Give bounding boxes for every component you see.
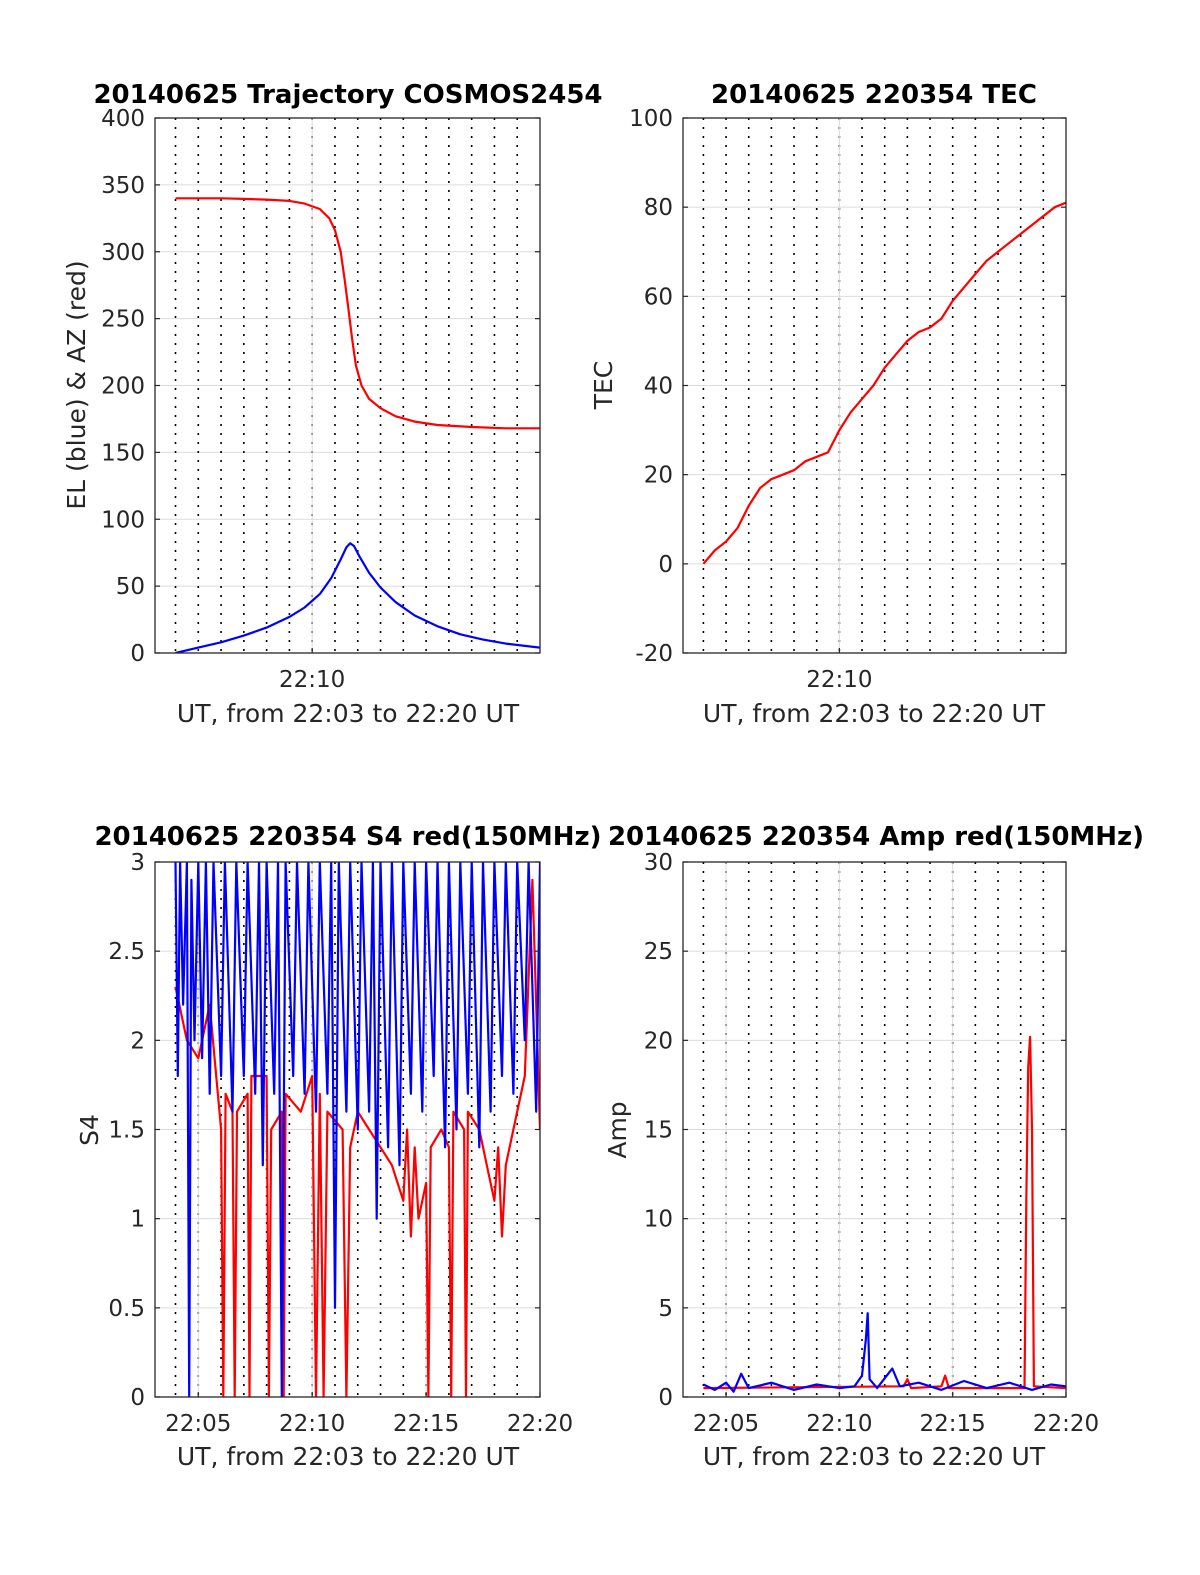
y-tick-label: 0 <box>658 552 673 578</box>
chart-title: 20140625 Trajectory COSMOS2454 <box>93 80 602 110</box>
y-tick-label: 25 <box>644 939 673 965</box>
y-tick-label: 100 <box>629 106 673 132</box>
y-axis-label: Amp <box>603 1101 632 1158</box>
x-tick-label: 22:15 <box>393 1411 459 1437</box>
y-tick-label: 30 <box>644 850 673 876</box>
x-tick-label: 22:05 <box>693 1411 759 1437</box>
y-tick-label: 2 <box>130 1028 145 1054</box>
y-tick-label: 20 <box>644 1028 673 1054</box>
x-axis-label: UT, from 22:03 to 22:20 UT <box>703 699 1046 728</box>
x-tick-label: 22:10 <box>806 1411 872 1437</box>
y-tick-label: 0 <box>658 1385 673 1411</box>
series-line-1 <box>702 1312 1066 1393</box>
y-tick-label: 10 <box>644 1207 673 1233</box>
y-tick-label: 300 <box>101 240 145 266</box>
y-tick-label: -20 <box>635 641 673 667</box>
y-tick-label: 40 <box>644 374 673 400</box>
x-axis-label: UT, from 22:03 to 22:20 UT <box>703 1442 1046 1471</box>
y-tick-label: 50 <box>116 574 145 600</box>
series-line-0 <box>175 197 540 430</box>
y-tick-label: 250 <box>101 307 145 333</box>
x-tick-label: 22:20 <box>507 1411 573 1437</box>
x-tick-label: 22:15 <box>920 1411 986 1437</box>
chart-trajectory: 20140625 Trajectory COSMOS2454 UT, from … <box>62 80 603 728</box>
y-tick-label: 350 <box>101 173 145 199</box>
y-tick-label: 20 <box>644 463 673 489</box>
chart-title: 20140625 220354 S4 red(150MHz) <box>94 822 601 852</box>
y-tick-label: 60 <box>644 284 673 310</box>
y-tick-label: 200 <box>101 374 145 400</box>
chart-title: 20140625 220354 Amp red(150MHz) <box>608 822 1144 852</box>
y-tick-label: 100 <box>101 507 145 533</box>
chart-title: 20140625 220354 TEC <box>711 80 1037 110</box>
y-tick-label: 5 <box>658 1296 673 1322</box>
chart-s4: 20140625 220354 S4 red(150MHz) UT, from … <box>75 822 602 1471</box>
series-line-0 <box>702 201 1066 565</box>
y-tick-label: 1.5 <box>108 1118 145 1144</box>
y-axis-label: S4 <box>75 1114 104 1146</box>
y-tick-label: 0.5 <box>108 1296 145 1322</box>
y-tick-label: 2.5 <box>108 939 145 965</box>
y-tick-label: 15 <box>644 1118 673 1144</box>
chart-tec: 20140625 220354 TEC UT, from 22:03 to 22… <box>589 80 1067 728</box>
x-tick-label: 22:05 <box>165 1411 231 1437</box>
series-line-1 <box>175 542 540 653</box>
x-tick-label: 22:10 <box>806 667 872 693</box>
y-tick-label: 0 <box>130 1385 145 1411</box>
y-tick-label: 1 <box>130 1207 145 1233</box>
y-tick-label: 0 <box>130 641 145 667</box>
x-axis-label: UT, from 22:03 to 22:20 UT <box>177 1442 520 1471</box>
y-tick-label: 150 <box>101 440 145 466</box>
x-tick-label: 22:10 <box>279 1411 345 1437</box>
y-tick-label: 3 <box>130 850 145 876</box>
x-tick-label: 22:10 <box>279 667 345 693</box>
chart-amp: 20140625 220354 Amp red(150MHz) UT, from… <box>603 822 1144 1471</box>
y-tick-label: 400 <box>101 106 145 132</box>
x-axis-label: UT, from 22:03 to 22:20 UT <box>177 699 520 728</box>
y-axis-label: EL (blue) & AZ (red) <box>62 260 91 509</box>
y-tick-label: 80 <box>644 195 673 221</box>
x-tick-label: 22:20 <box>1033 1411 1099 1437</box>
y-axis-label: TEC <box>589 361 618 411</box>
